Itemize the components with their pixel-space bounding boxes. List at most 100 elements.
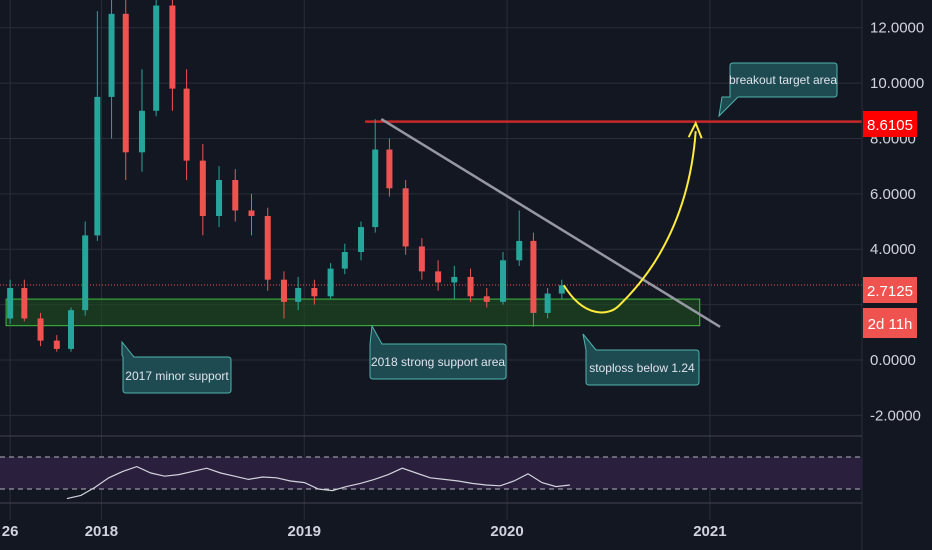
candle: [435, 260, 442, 291]
downtrend-line[interactable]: [380, 118, 721, 328]
candle: [169, 0, 176, 111]
candle-body: [138, 110, 145, 153]
candle-body: [122, 13, 129, 153]
candle-body: [153, 5, 160, 111]
candle-body: [372, 149, 379, 228]
rsi-line: [66, 465, 570, 500]
candle: [327, 263, 334, 300]
callout-minor-support[interactable]: 2017 minor support: [121, 340, 232, 394]
candle: [199, 144, 206, 236]
time-tick-label: 2021: [693, 523, 726, 540]
time-tick-label: 2018: [85, 523, 118, 540]
candle: [295, 276, 302, 311]
callout-minor-support-text: 2017 minor support: [125, 369, 229, 383]
candle-body: [327, 268, 334, 297]
candle-body: [544, 293, 551, 313]
candle-body: [530, 240, 537, 313]
current-price-tag-text: 2.7125: [867, 283, 913, 300]
projection-arrowhead: [687, 120, 703, 139]
current-price-tag-bg: [863, 277, 917, 303]
candle-body: [280, 279, 287, 302]
countdown-tag-bg: [863, 308, 917, 338]
candle-body: [500, 260, 507, 302]
candle-body: [53, 340, 60, 349]
callout-minor-support-box: [121, 340, 232, 394]
callout-breakout[interactable]: breakout target area: [718, 62, 838, 118]
candle-body: [7, 288, 14, 319]
candle-body: [21, 288, 28, 319]
candles: [7, 0, 565, 352]
candle: [402, 180, 409, 255]
price-tick-label: 6.0000: [870, 186, 916, 203]
candle: [53, 335, 60, 352]
candle: [21, 279, 28, 322]
candle: [311, 279, 318, 305]
candle-body: [311, 288, 318, 297]
candle: [264, 207, 271, 291]
callout-stoploss-box: [582, 333, 700, 386]
candle: [544, 288, 551, 319]
candle-body: [418, 246, 425, 272]
callout-stoploss-text: stoploss below 1.24: [589, 361, 695, 375]
candle-body: [82, 235, 89, 311]
candle: [7, 279, 14, 324]
candle: [386, 138, 393, 197]
candle: [94, 11, 101, 241]
candle: [341, 243, 348, 275]
price-tick-label: 0.0000: [870, 352, 916, 369]
candle: [37, 312, 44, 347]
countdown-tag-text: 2d 11h: [868, 316, 913, 333]
drawings: [380, 118, 721, 328]
candle-body: [67, 310, 74, 349]
callout-breakout-text: breakout target area: [729, 73, 837, 87]
price-axis[interactable]: 12.000010.00008.00006.00004.00000.0000-2…: [870, 20, 924, 425]
price-levels: [0, 120, 862, 286]
candle-body: [386, 149, 393, 189]
time-tick-label: 26: [2, 523, 19, 540]
callout-breakout-box: [718, 62, 838, 118]
candle: [483, 288, 490, 308]
current-price-tag: 2.7125: [863, 277, 917, 303]
candle-body: [558, 285, 565, 294]
candle-body: [199, 160, 206, 216]
candle: [530, 232, 537, 327]
price-tick-label: 12.0000: [870, 20, 924, 37]
candle-body: [451, 276, 458, 283]
callout-strong-support-text: 2018 strong support area: [371, 355, 505, 369]
time-tick-label: 2020: [490, 523, 523, 540]
candle: [153, 0, 160, 117]
candle: [232, 168, 239, 222]
candle-body: [402, 188, 409, 247]
candle: [82, 221, 89, 316]
candle-body: [232, 180, 239, 211]
price-tick-label: 10.0000: [870, 75, 924, 92]
time-axis[interactable]: 26 2018 2019 2020 2021: [2, 523, 727, 540]
price-tick-label: -2.0000: [870, 407, 921, 424]
price-tick-label: 4.0000: [870, 241, 916, 258]
candle-body: [94, 96, 101, 236]
candle-body: [108, 13, 115, 97]
projection-curve[interactable]: [562, 131, 697, 314]
callout-strong-support-box: [369, 324, 507, 380]
candle: [558, 279, 565, 300]
candle: [183, 69, 190, 180]
candle: [108, 0, 115, 139]
support-zone-rect[interactable]: [5, 298, 701, 327]
candle-body: [264, 216, 271, 280]
candle-body: [358, 227, 365, 252]
rsi-band: [0, 457, 862, 489]
candle-body: [37, 318, 44, 341]
candle-body: [216, 180, 223, 216]
candle: [372, 119, 379, 233]
candle: [280, 271, 287, 319]
candle-body: [248, 210, 255, 216]
candle: [122, 0, 129, 180]
candle: [500, 252, 507, 305]
candle: [67, 307, 74, 352]
callout-strong-support[interactable]: 2018 strong support area: [369, 324, 507, 380]
callout-stoploss[interactable]: stoploss below 1.24: [582, 333, 700, 386]
rsi-indicator[interactable]: [0, 456, 862, 500]
target-price-tag-bg: [863, 111, 917, 137]
